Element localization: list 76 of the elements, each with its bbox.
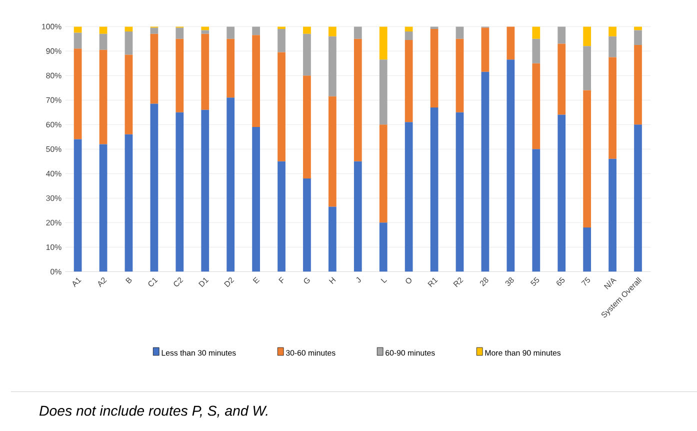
bar (404, 40, 413, 122)
bar (583, 227, 592, 272)
bar (404, 26, 413, 32)
bar (583, 26, 592, 46)
bar (583, 90, 592, 228)
bar (201, 30, 210, 34)
bar (532, 26, 540, 39)
bar (634, 124, 642, 272)
bar (74, 139, 82, 272)
bar (201, 34, 210, 110)
bar (226, 38, 235, 98)
bar (634, 44, 642, 125)
bar (150, 34, 158, 104)
bar (303, 26, 311, 34)
bar (303, 76, 311, 178)
bar (176, 28, 184, 39)
bar (354, 38, 362, 162)
bar (456, 26, 464, 39)
bar (379, 222, 388, 272)
bar (634, 30, 642, 45)
bar (328, 26, 336, 36)
bar (328, 36, 336, 96)
bar (481, 72, 490, 272)
bar (456, 38, 464, 112)
bar (354, 26, 362, 39)
bar (532, 63, 540, 150)
bar (608, 26, 616, 36)
bar (481, 28, 490, 72)
bar (124, 54, 133, 134)
bar (150, 28, 158, 34)
bar (252, 26, 260, 36)
bar (404, 31, 413, 40)
bar (74, 26, 82, 33)
bar (608, 158, 616, 272)
text: Does not include routes P, S, and W. (39, 405, 268, 418)
bar (583, 46, 592, 90)
bar (124, 31, 133, 55)
bar (328, 96, 336, 207)
bar (430, 28, 438, 108)
bar (354, 161, 362, 272)
bar (150, 104, 158, 272)
bar (252, 35, 260, 128)
bar (558, 26, 566, 44)
bar (278, 28, 286, 52)
bar (99, 144, 108, 272)
bar (506, 60, 515, 272)
bar (226, 26, 235, 39)
bar (303, 34, 311, 76)
bar (99, 50, 108, 144)
bar (99, 34, 108, 50)
bar (278, 52, 286, 162)
bar (124, 134, 133, 272)
bar (99, 26, 108, 34)
bar (456, 112, 464, 272)
bar (558, 114, 566, 272)
bar (226, 98, 235, 272)
bar (379, 60, 388, 125)
bar (608, 57, 616, 159)
bar (532, 38, 540, 64)
bar (532, 149, 540, 272)
bar (252, 127, 260, 272)
bar (558, 44, 566, 115)
bar (303, 178, 311, 272)
bar (176, 38, 184, 112)
bar (328, 206, 336, 272)
bar (278, 161, 286, 272)
bar (176, 112, 184, 272)
bar (379, 26, 388, 60)
bar (608, 36, 616, 58)
bar (506, 26, 515, 60)
bar (201, 110, 210, 272)
bar (379, 124, 388, 223)
bar (430, 107, 438, 272)
bar (404, 122, 413, 272)
bar (74, 48, 82, 140)
bar (74, 32, 82, 49)
